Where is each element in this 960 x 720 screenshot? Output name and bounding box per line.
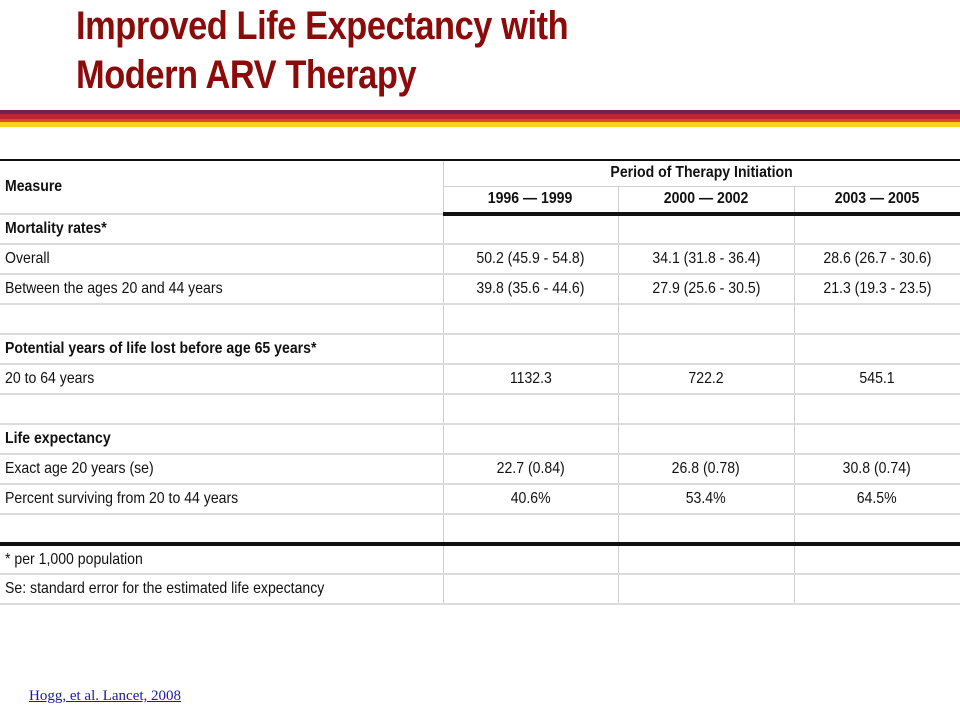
row-label: Overall	[0, 244, 444, 275]
value-cell: 50.2 (45.9 - 54.8)	[443, 244, 619, 275]
stripe-orange	[0, 119, 960, 122]
stripe-yellow	[0, 122, 960, 127]
footnote: * per 1,000 population	[0, 542, 444, 575]
stripe-red	[0, 114, 960, 119]
value-cell	[618, 334, 795, 365]
value-cell: 22.7 (0.84)	[443, 454, 619, 485]
row-label: Exact age 20 years (se)	[0, 454, 444, 485]
value-cell	[443, 304, 619, 335]
table-row	[0, 394, 960, 425]
slide-title-line-1: Improved Life Expectancy with	[76, 4, 569, 48]
value-cell: 64.5%	[794, 484, 960, 515]
slide-title-line-2: Modern ARV Therapy	[76, 53, 417, 97]
empty-cell	[618, 542, 795, 575]
table-row: Potential years of life lost before age …	[0, 334, 960, 365]
row-label: Percent surviving from 20 to 44 years	[0, 484, 444, 515]
period-2000-2002: 2000 — 2002	[618, 186, 795, 216]
period-2003-2005: 2003 — 2005	[794, 186, 960, 216]
value-cell: 53.4%	[618, 484, 795, 515]
table-row: 20 to 64 years 1132.3 722.2 545.1	[0, 364, 960, 395]
life-expectancy-table: Measure Period of Therapy Initiation 199…	[0, 159, 960, 605]
value-cell	[794, 334, 960, 365]
value-cell: 40.6%	[443, 484, 619, 515]
value-cell	[618, 214, 795, 245]
value-cell: 28.6 (26.7 - 30.6)	[794, 244, 960, 275]
value-cell	[443, 334, 619, 365]
value-cell	[443, 394, 619, 425]
table-header-row: Measure Period of Therapy Initiation	[0, 159, 960, 215]
value-cell	[794, 304, 960, 335]
value-cell	[794, 214, 960, 245]
value-cell: 30.8 (0.74)	[794, 454, 960, 485]
row-label: Between the ages 20 and 44 years	[0, 274, 444, 305]
section-label: Potential years of life lost before age …	[0, 334, 444, 365]
empty-cell	[794, 542, 960, 575]
empty-cell	[443, 574, 619, 605]
slide-title: Improved Life Expectancy with Modern ARV…	[76, 2, 569, 100]
empty-cell	[618, 574, 795, 605]
measure-header: Measure	[0, 159, 444, 215]
decorative-stripes	[0, 110, 960, 127]
footnote-row: Se: standard error for the estimated lif…	[0, 574, 960, 605]
row-label	[0, 304, 444, 335]
footnote-row: * per 1,000 population	[0, 542, 960, 575]
value-cell	[443, 214, 619, 245]
value-cell	[443, 424, 619, 455]
table-body: Mortality rates* Overall 50.2 (45.9 - 54.8…	[0, 214, 960, 605]
period-1996-1999: 1996 — 1999	[443, 186, 619, 216]
value-cell	[794, 424, 960, 455]
table-row: Between the ages 20 and 44 years 39.8 (35…	[0, 274, 960, 305]
period-subheader-row: 1996 — 1999 2000 — 2002 2003 — 2005	[0, 186, 960, 216]
value-cell: 545.1	[794, 364, 960, 395]
table-row	[0, 304, 960, 335]
value-cell	[618, 394, 795, 425]
value-cell	[618, 514, 795, 545]
empty-cell	[443, 542, 619, 575]
row-label	[0, 394, 444, 425]
value-cell	[618, 304, 795, 335]
footnote: Se: standard error for the estimated lif…	[0, 574, 444, 605]
section-label: Mortality rates*	[0, 214, 444, 245]
value-cell: 26.8 (0.78)	[618, 454, 795, 485]
value-cell: 21.3 (19.3 - 23.5)	[794, 274, 960, 305]
table-row	[0, 514, 960, 545]
stripe-purple	[0, 110, 960, 114]
table-row: Overall 50.2 (45.9 - 54.8) 34.1 (31.8 - 36…	[0, 244, 960, 275]
value-cell	[443, 514, 619, 545]
section-label: Life expectancy	[0, 424, 444, 455]
table-row: Exact age 20 years (se) 22.7 (0.84) 26.8 (…	[0, 454, 960, 485]
value-cell	[794, 394, 960, 425]
value-cell: 34.1 (31.8 - 36.4)	[618, 244, 795, 275]
row-label	[0, 514, 444, 545]
table-row: Life expectancy	[0, 424, 960, 455]
value-cell: 722.2	[618, 364, 795, 395]
value-cell: 27.9 (25.6 - 30.5)	[618, 274, 795, 305]
citation-link[interactable]: Hogg, et al. Lancet, 2008	[29, 688, 182, 704]
table-row: Percent surviving from 20 to 44 years 40.…	[0, 484, 960, 515]
row-label: 20 to 64 years	[0, 364, 444, 395]
value-cell	[618, 424, 795, 455]
value-cell: 39.8 (35.6 - 44.6)	[443, 274, 619, 305]
value-cell	[794, 514, 960, 545]
table-row: Mortality rates*	[0, 214, 960, 245]
value-cell: 1132.3	[443, 364, 619, 395]
period-header: Period of Therapy Initiation	[443, 159, 960, 187]
empty-cell	[794, 574, 960, 605]
